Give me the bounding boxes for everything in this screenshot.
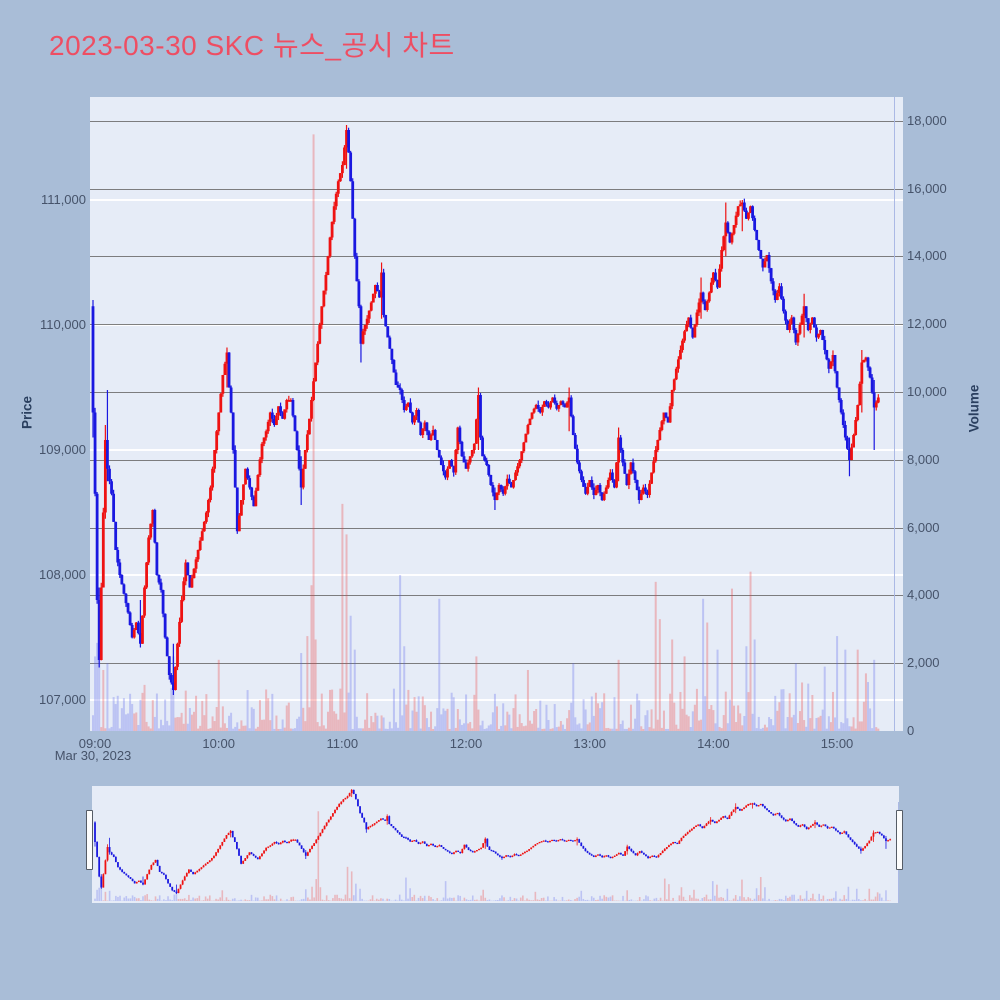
volume-tick-label: 6,000 xyxy=(907,519,940,535)
price-tick-label: 110,000 xyxy=(39,317,86,332)
volume-tick-label: 10,000 xyxy=(907,384,947,399)
time-tick-label: 09:00 xyxy=(78,736,112,751)
volume-tick-label: 4,000 xyxy=(907,587,940,603)
chart-title: 2023-03-30 SKC 뉴스_공시 차트 xyxy=(49,30,455,61)
volume-tick-label: 18,000 xyxy=(907,112,947,128)
time-tick-label: 11:00 xyxy=(326,736,359,751)
volume-tick-label: 2,000 xyxy=(907,655,940,671)
time-tick-label: 13:00 xyxy=(573,736,606,751)
volume-tick-label: 0 xyxy=(907,723,915,738)
volume-tick-label: 16,000 xyxy=(907,180,947,196)
volume-tick-label: 14,000 xyxy=(907,248,947,264)
rangeslider-right-handle[interactable] xyxy=(896,810,903,870)
price-tick-label: 108,000 xyxy=(39,567,86,582)
time-tick-label: 15:00 xyxy=(820,736,854,751)
price-tick-label: 107,000 xyxy=(39,692,86,707)
rangeslider-left-handle[interactable] xyxy=(86,810,93,870)
price-tick-label: 111,000 xyxy=(40,192,86,207)
date-label: Mar 30, 2023 xyxy=(54,748,132,763)
time-tick-label: 12:00 xyxy=(449,736,483,751)
volume-tick-label: 12,000 xyxy=(907,316,947,332)
volume-axis-title: Volume xyxy=(966,384,982,433)
price-tick-label: 109,000 xyxy=(39,442,86,457)
volume-tick-label: 8,000 xyxy=(907,451,940,467)
time-tick-label: 14:00 xyxy=(697,736,730,751)
time-tick-label: 10:00 xyxy=(202,736,235,751)
